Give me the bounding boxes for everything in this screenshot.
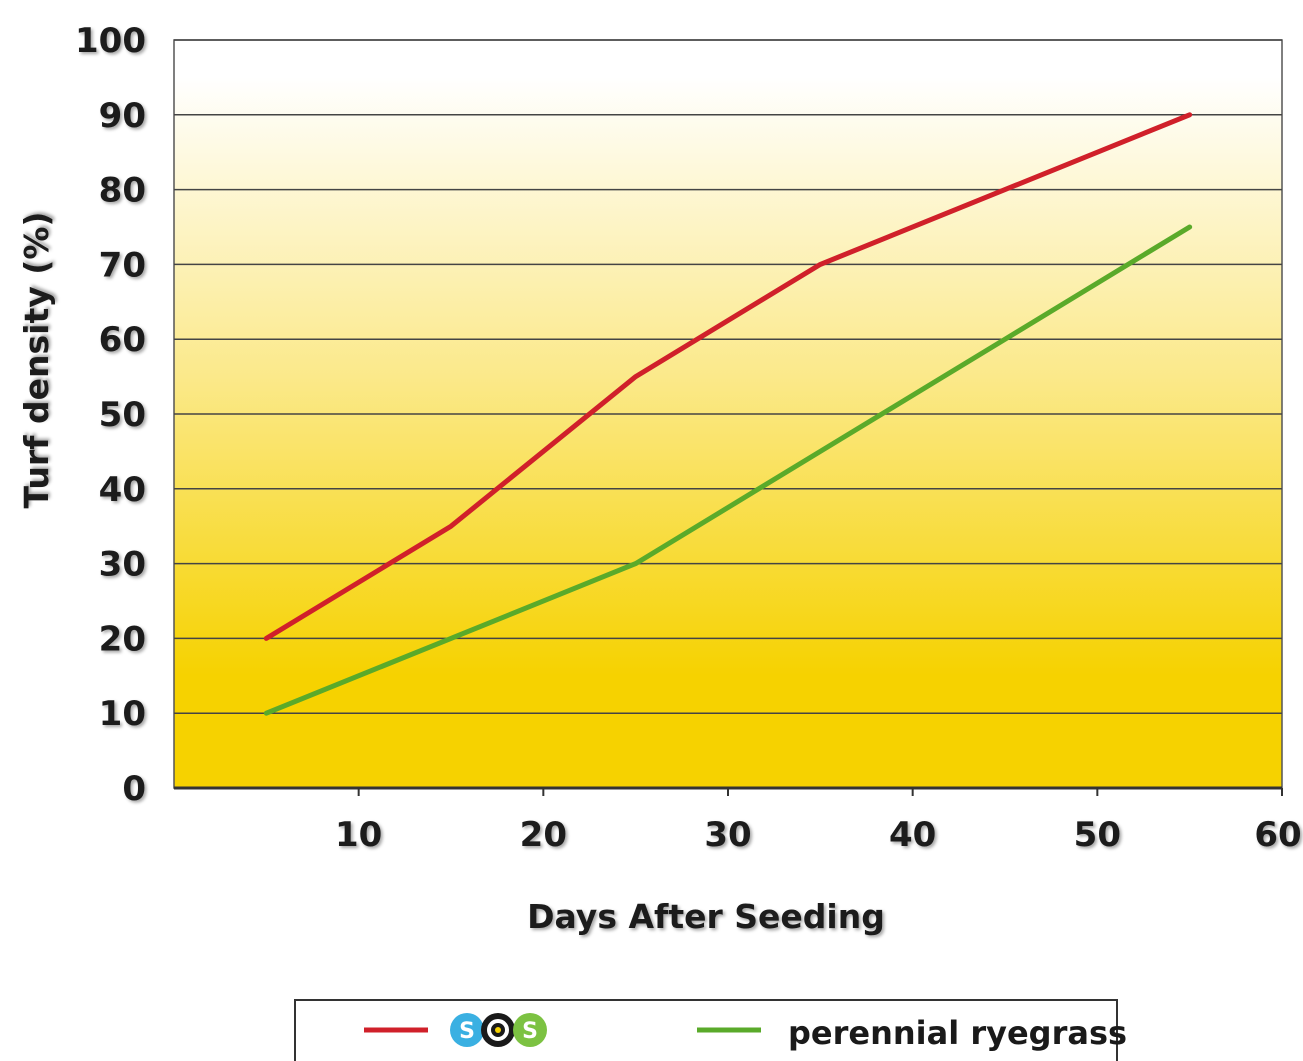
logo-circle-s1: [450, 1013, 484, 1047]
logo-letter-s2: S: [522, 1019, 538, 1044]
x-axis-ticks: 10 20 30 40 50 60: [335, 788, 1302, 855]
y-axis-ticks: 0 10 20 30 40 50 60 70 80 90 100: [75, 21, 146, 809]
x-axis-label: Days After Seeding: [527, 897, 885, 936]
x-tick-label-40: 40: [889, 815, 936, 855]
y-tick-label-30: 30: [99, 545, 146, 585]
sos-logo-icon: S S: [450, 1013, 547, 1047]
y-tick-label-50: 50: [99, 395, 146, 435]
x-tick-label-50: 50: [1074, 815, 1121, 855]
gridlines: [174, 39, 1282, 714]
x-tick-label-60: 60: [1254, 815, 1301, 855]
x-tick-label-10: 10: [335, 815, 382, 855]
y-tick-label-100: 100: [75, 21, 146, 61]
series-lines: [263, 112, 1193, 716]
series-line-sos: [263, 112, 1193, 641]
y-tick-label-60: 60: [99, 320, 146, 360]
y-tick-label-20: 20: [99, 619, 146, 659]
x-tick-label-20: 20: [520, 815, 567, 855]
y-tick-label-90: 90: [99, 96, 146, 136]
y-tick-label-70: 70: [99, 245, 146, 285]
y-tick-label-40: 40: [99, 470, 146, 510]
y-tick-label-10: 10: [99, 694, 146, 734]
logo-ring-o: [487, 1019, 509, 1041]
x-tick-label-30: 30: [704, 815, 751, 855]
logo-circle-s2: [513, 1013, 547, 1047]
y-axis-label: Turf density (%): [17, 212, 56, 509]
logo-dot-o: [495, 1027, 501, 1033]
legend-label-perennial-ryegrass: perennial ryegrass: [788, 1014, 1127, 1052]
series-line-perennial-ryegrass: [263, 224, 1193, 716]
y-tick-label-0: 0: [122, 769, 146, 809]
logo-letter-s1: S: [459, 1019, 475, 1044]
y-tick-label-80: 80: [99, 171, 146, 211]
legend: S S perennial ryegrass: [294, 999, 1127, 1061]
